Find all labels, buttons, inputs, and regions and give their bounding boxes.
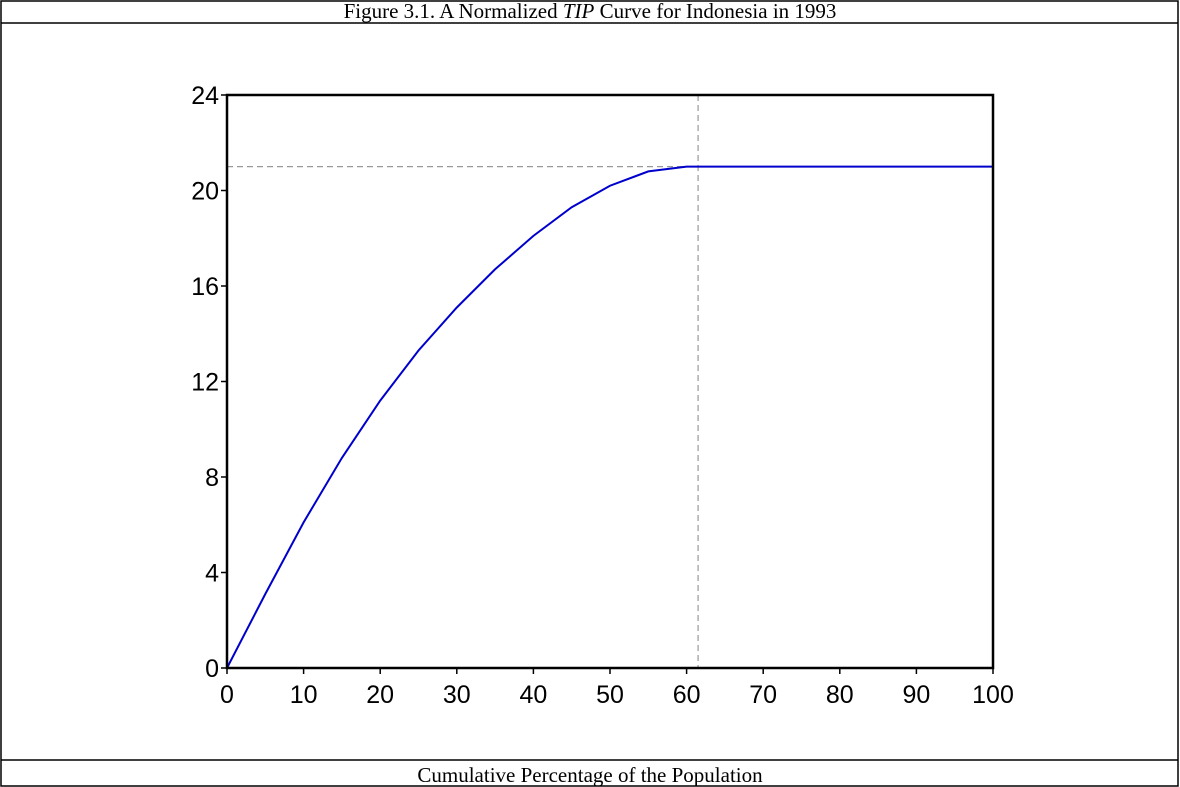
x-axis-label: Cumulative Percentage of the Population — [417, 763, 763, 787]
chart-title: Figure 3.1. A Normalized TIP Curve for I… — [344, 0, 837, 23]
series-line — [226, 165, 993, 669]
x-tick-label: 80 — [826, 681, 854, 709]
x-tick-label: 100 — [972, 681, 1014, 709]
x-tick-label: 20 — [366, 681, 394, 709]
x-tick-label: 40 — [519, 681, 547, 709]
y-tick-label: 4 — [205, 560, 219, 588]
y-tick-label: 16 — [191, 273, 219, 301]
x-tick-label: 90 — [902, 681, 930, 709]
y-tick-label: 12 — [191, 369, 219, 397]
x-tick-label: 0 — [220, 681, 234, 709]
plot-frame — [225, 93, 995, 670]
title-part: TIP — [563, 0, 595, 23]
x-tick-label: 30 — [443, 681, 471, 709]
x-tick-label: 60 — [673, 681, 701, 709]
title-part: Figure 3.1. A Normalized — [344, 0, 563, 23]
x-tick-label: 70 — [749, 681, 777, 709]
title-part: Curve for Indonesia in 1993 — [594, 0, 836, 23]
x-tick-label: 10 — [290, 681, 318, 709]
y-tick-label: 24 — [191, 82, 219, 110]
y-tick-label: 8 — [205, 464, 219, 492]
x-tick-label: 50 — [596, 681, 624, 709]
y-tick-label: 20 — [191, 178, 219, 206]
y-tick-label: 0 — [205, 655, 219, 683]
